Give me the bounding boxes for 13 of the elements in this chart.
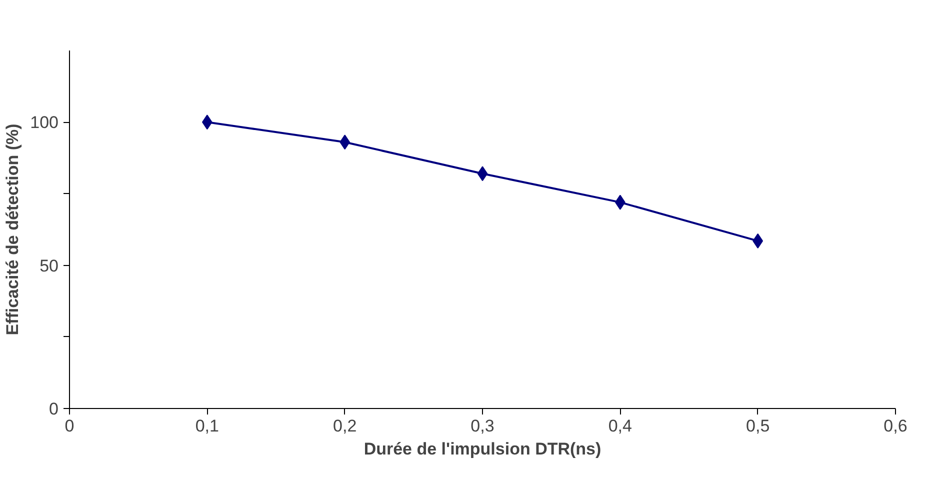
x-tick-label: 0,5	[746, 416, 770, 436]
point	[477, 166, 488, 182]
x-tick-label: 0,3	[470, 416, 494, 436]
y-tick-label: 100	[30, 113, 59, 132]
y-tick-label: 50	[40, 256, 59, 276]
x-tick-label: 0,6	[884, 416, 908, 436]
x-tick-label: 0,1	[195, 416, 219, 436]
x-tick-label: 0	[64, 416, 74, 436]
y-tick-label: 0	[49, 400, 59, 418]
x-tick-label: 0,4	[608, 416, 632, 436]
y-axis-title: Efficacité de détection (%)	[3, 124, 22, 336]
x-tick-label: 0,2	[333, 416, 357, 436]
x-axis-title: Durée de l'impulsion DTR(ns)	[364, 440, 602, 458]
